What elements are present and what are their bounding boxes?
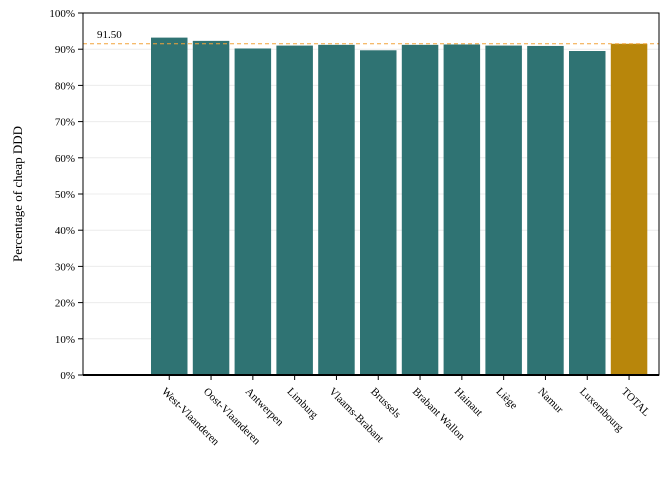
reference-line-label: 91.50 (97, 29, 122, 41)
x-tick-label: Luxembourg (577, 386, 626, 435)
x-tick-label: Antwerpen (243, 386, 286, 429)
y-tick-label: 30% (55, 261, 75, 273)
y-tick-label: 80% (55, 80, 75, 92)
x-tick-label: Namur (535, 386, 565, 416)
bar (527, 45, 564, 375)
y-tick-label: 20% (55, 298, 75, 310)
x-axis-ticks: West-VlaanderenOost-VlaanderenAntwerpenL… (159, 375, 652, 448)
y-axis-label: Percentage of cheap DDD (10, 126, 25, 262)
y-tick-label: 100% (49, 8, 75, 20)
y-tick-label: 70% (55, 117, 75, 129)
y-axis-ticks: 0% 10% 20% 30% 40% 50% 60% 70% 80% 90% 100% (49, 8, 83, 382)
bar (569, 51, 606, 375)
bar (234, 48, 272, 375)
bars (151, 37, 648, 376)
y-tick-label: 10% (55, 334, 75, 346)
bar-total (610, 43, 648, 376)
y-tick-label: 50% (55, 189, 75, 201)
y-tick-label: 0% (60, 370, 75, 382)
x-tick-label: Limburg (285, 386, 321, 422)
y-tick-label: 60% (55, 153, 75, 165)
bar (401, 44, 439, 376)
reference-line-group: 91.50 (83, 29, 659, 45)
x-tick-label: Hainaut (452, 386, 485, 419)
x-tick-label: Liège (494, 386, 520, 412)
bar (276, 45, 313, 376)
bar (360, 50, 397, 375)
y-tick-label: 40% (55, 225, 75, 237)
x-tick-label: Brussels (368, 386, 403, 421)
bar (151, 37, 188, 376)
x-tick-label: TOTAL (619, 386, 652, 419)
y-tick-label: 90% (55, 44, 75, 56)
bar (443, 44, 481, 376)
bar (485, 45, 522, 376)
bar (192, 40, 230, 376)
bar (318, 44, 355, 376)
